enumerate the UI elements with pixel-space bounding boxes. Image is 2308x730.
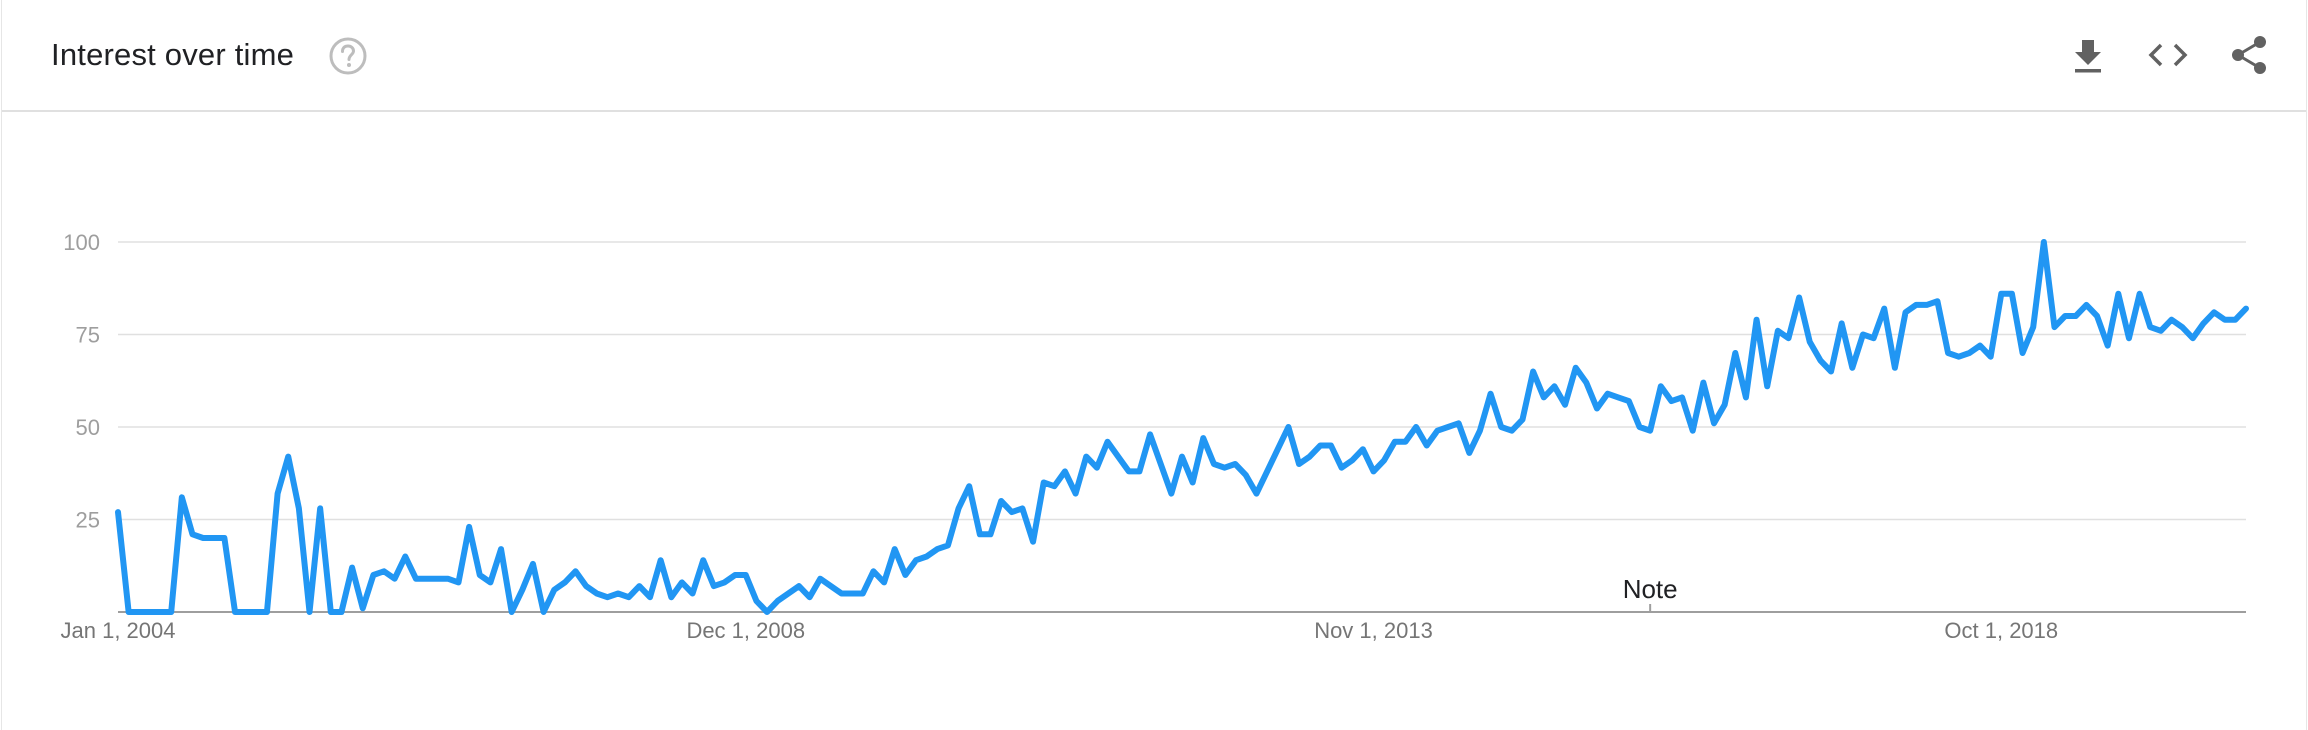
share-button[interactable] — [2226, 32, 2272, 78]
chart-area: 25 50 75 100 Jan 1, 2004 Dec 1, 2008 Nov 1, 20… — [2, 112, 2308, 730]
card-header: Interest over time — [2, 0, 2306, 112]
share-icon — [2232, 36, 2266, 74]
series-line — [115, 239, 2249, 615]
note-label: Note — [1623, 574, 1678, 604]
line-chart[interactable]: 25 50 75 100 Jan 1, 2004 Dec 1, 2008 Nov 1, 20… — [2, 112, 2308, 730]
y-tick-label: 50 — [76, 415, 100, 440]
embed-button[interactable] — [2145, 32, 2191, 78]
x-tick-label: Dec 1, 2008 — [686, 618, 805, 643]
y-tick-label: 75 — [76, 323, 100, 348]
download-button[interactable] — [2065, 32, 2111, 78]
y-tick-label: 100 — [63, 230, 100, 255]
help-circle-icon[interactable] — [328, 36, 368, 76]
x-tick-label: Jan 1, 2004 — [61, 618, 176, 643]
y-tick-label: 25 — [76, 508, 100, 533]
code-icon — [2148, 43, 2188, 67]
x-tick-label: Oct 1, 2018 — [1944, 618, 2058, 643]
download-icon — [2075, 40, 2101, 73]
card-title: Interest over time — [51, 37, 295, 72]
x-tick-label: Nov 1, 2013 — [1314, 618, 1433, 643]
